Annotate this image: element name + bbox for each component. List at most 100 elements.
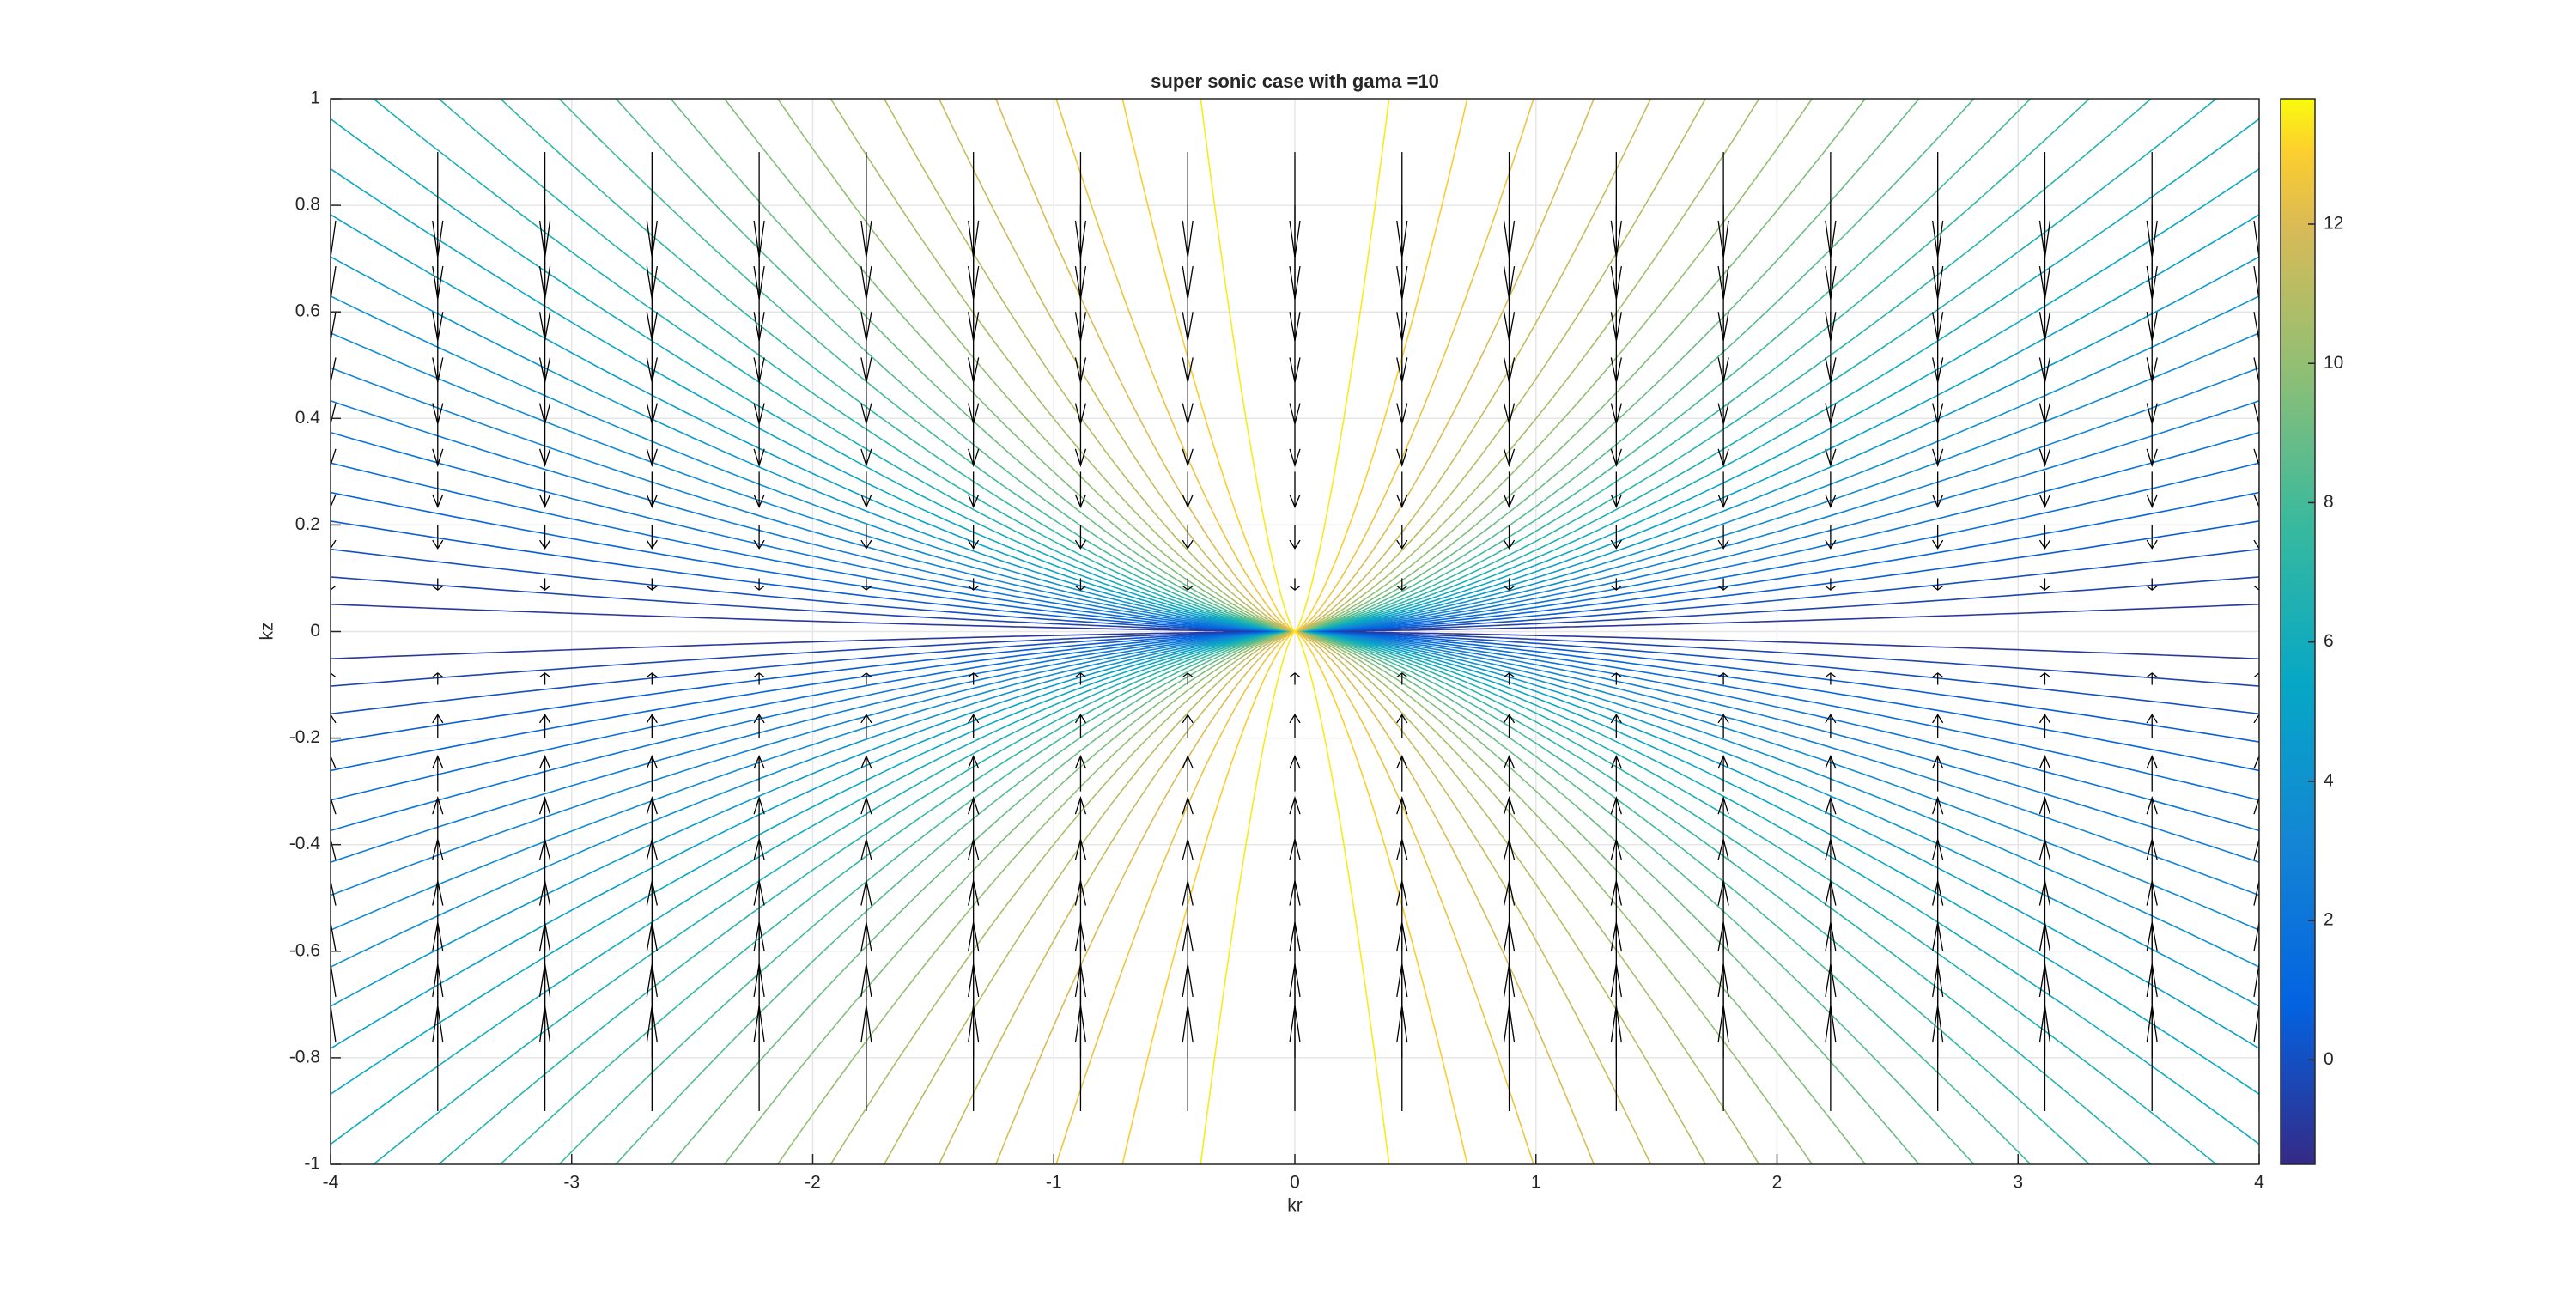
- quiver-head: [646, 494, 658, 508]
- quiver-head: [968, 357, 980, 383]
- quiver-head: [753, 755, 765, 769]
- quiver-head: [646, 585, 658, 591]
- quiver-head: [1182, 585, 1194, 591]
- quiver-head: [1182, 312, 1194, 341]
- quiver-head: [860, 357, 872, 383]
- quiver-head: [1610, 357, 1622, 383]
- quiver-head: [1717, 672, 1729, 678]
- quiver-head: [2146, 357, 2158, 383]
- quiver-head: [331, 448, 337, 468]
- quiver-head: [1610, 403, 1622, 424]
- quiver-head: [1932, 672, 1944, 678]
- quiver-head: [1932, 755, 1944, 769]
- contour-line: [1294, 99, 1468, 633]
- quiver-head: [1717, 357, 1729, 383]
- quiver-head: [2253, 585, 2259, 591]
- quiver-head: [753, 795, 765, 815]
- quiver-head: [1074, 795, 1087, 815]
- quiver-head: [331, 403, 337, 424]
- quiver-head: [1289, 714, 1301, 724]
- quiver-head: [2038, 714, 2050, 724]
- colorbar: [2280, 98, 2316, 1165]
- y-tick-label: 0.8: [295, 195, 320, 215]
- quiver-head: [2038, 312, 2051, 341]
- quiver-head: [2253, 403, 2259, 424]
- quiver-head: [1610, 714, 1622, 724]
- quiver-head: [432, 494, 444, 508]
- quiver-head: [1182, 539, 1194, 550]
- quiver-head: [1717, 312, 1729, 341]
- quiver-head: [1503, 312, 1516, 341]
- contour-line: [1295, 99, 1814, 633]
- quiver-head: [331, 839, 337, 860]
- contour-line: [994, 99, 1296, 633]
- quiver-head: [539, 539, 551, 550]
- quiver-head: [1932, 312, 1944, 341]
- quiver-head: [538, 755, 551, 769]
- quiver-head: [1503, 265, 1516, 300]
- y-tick-label: 0.4: [295, 408, 321, 428]
- quiver-head: [968, 220, 980, 258]
- quiver-head: [538, 494, 551, 508]
- quiver-head: [753, 714, 765, 724]
- y-tick-label: -1: [304, 1154, 320, 1174]
- quiver-head: [331, 539, 337, 550]
- contour-line: [1121, 99, 1296, 633]
- quiver-head: [331, 714, 337, 724]
- quiver-head: [2038, 357, 2051, 383]
- quiver-head: [2253, 714, 2259, 724]
- quiver-head: [2253, 922, 2259, 951]
- contour-line: [1055, 630, 1296, 1164]
- contour-line: [829, 630, 1295, 1164]
- contour-line: [938, 630, 1295, 1164]
- quiver-head: [860, 795, 872, 815]
- quiver-head: [1289, 795, 1301, 815]
- quiver-head: [1825, 357, 1837, 383]
- quiver-head: [1717, 448, 1729, 468]
- quiver-head: [1503, 755, 1516, 769]
- quiver-head: [1074, 714, 1086, 724]
- y-tick-label: 0.6: [295, 301, 320, 321]
- quiver-head: [432, 795, 444, 815]
- quiver-head: [1610, 795, 1622, 815]
- quiver-head: [331, 220, 337, 258]
- quiver-head: [1932, 714, 1944, 724]
- contour-line: [1295, 99, 1652, 633]
- contour-line: [1295, 99, 1707, 633]
- quiver-head: [1610, 220, 1622, 258]
- quiver-head: [753, 403, 765, 424]
- quiver-head: [1074, 357, 1087, 383]
- x-tick-label: 0: [1290, 1173, 1300, 1193]
- quiver-head: [1396, 403, 1408, 424]
- quiver-head: [331, 585, 337, 591]
- quiver-head: [1396, 220, 1408, 258]
- quiver-head: [1289, 357, 1301, 383]
- quiver-head: [538, 312, 551, 341]
- quiver-head: [1717, 539, 1729, 550]
- quiver-head: [1717, 494, 1729, 508]
- quiver-head: [646, 672, 658, 678]
- quiver-head: [539, 672, 550, 678]
- quiver-head: [1503, 448, 1516, 468]
- quiver-head: [1075, 585, 1086, 591]
- quiver-head: [2146, 672, 2158, 678]
- quiver-head: [646, 220, 658, 258]
- quiver-head: [2146, 265, 2158, 300]
- colorbar-tick-label: 0: [2324, 1049, 2334, 1069]
- quiver-head: [432, 714, 444, 724]
- quiver-head: [538, 220, 551, 258]
- quiver-head: [1289, 265, 1301, 300]
- contour-line: [1294, 630, 1595, 1164]
- quiver-head: [1610, 448, 1622, 468]
- quiver-head: [646, 265, 658, 300]
- quiver-head: [646, 312, 658, 341]
- quiver-head: [432, 312, 444, 341]
- colorbar-tick-label: 6: [2324, 631, 2334, 651]
- quiver-head: [331, 795, 337, 815]
- contour-line: [1121, 630, 1296, 1164]
- quiver-head: [1396, 795, 1408, 815]
- quiver-head: [1932, 220, 1944, 258]
- quiver-head: [1182, 357, 1194, 383]
- quiver-head: [1825, 755, 1837, 769]
- y-tick-label: -0.8: [289, 1047, 320, 1066]
